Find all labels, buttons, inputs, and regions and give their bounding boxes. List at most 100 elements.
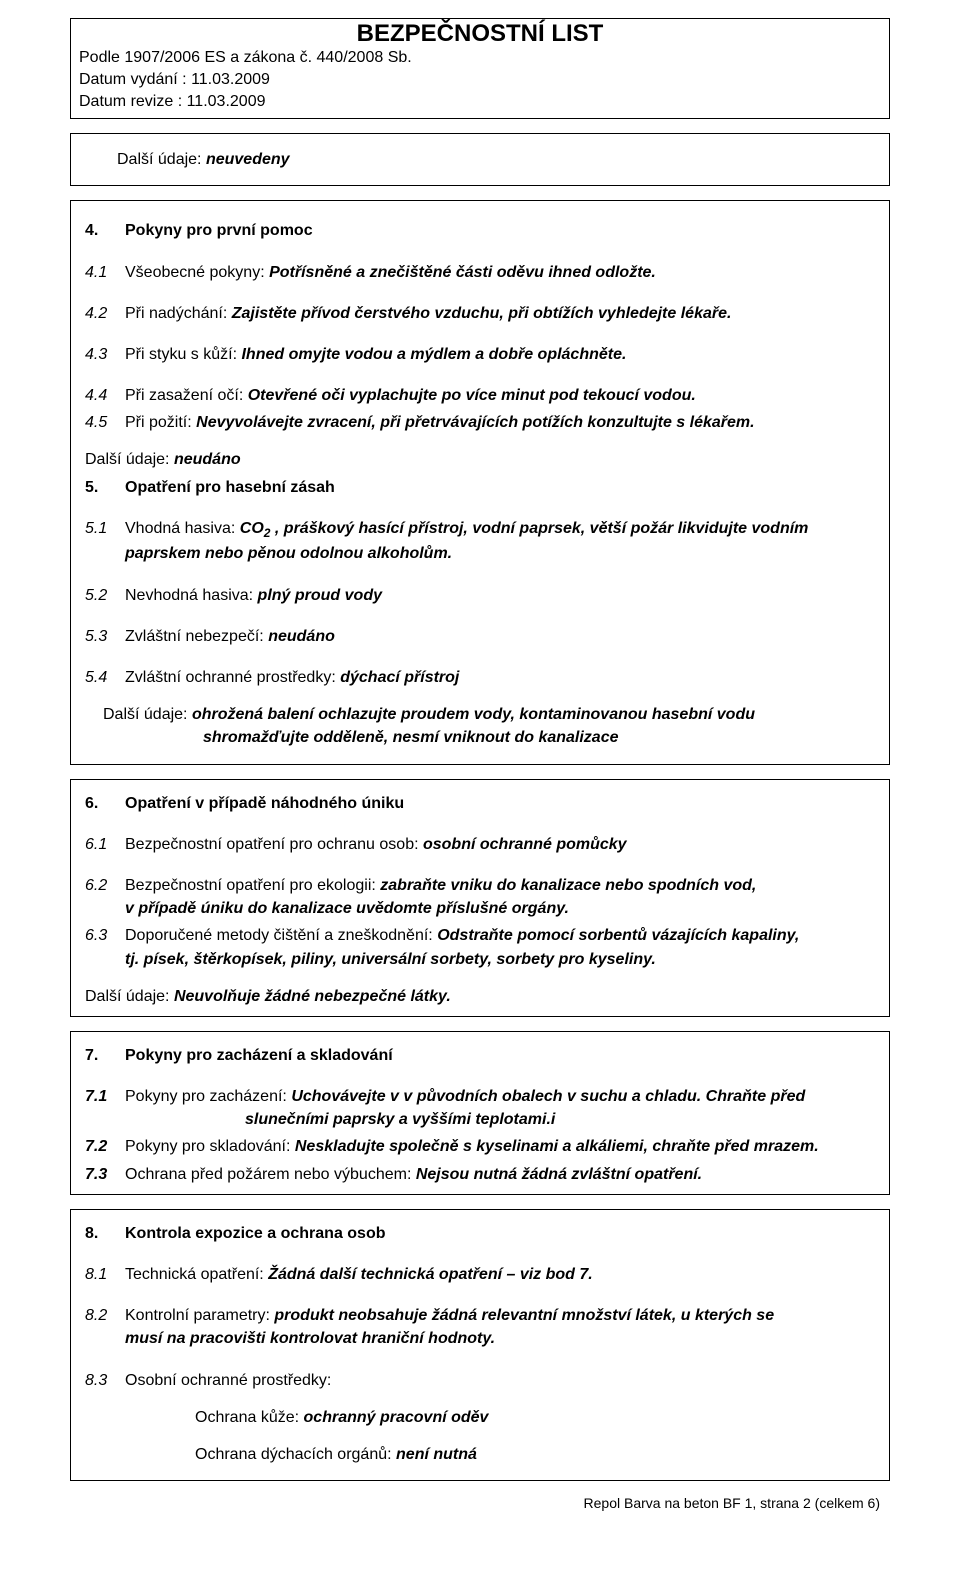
section-5-more-value-b: shromažďujte odděleně, nesmí vniknout do… [103, 726, 619, 749]
item-8-2-num: 8.2 [85, 1304, 125, 1327]
section-8-title: Kontrola expozice a ochrana osob [125, 1222, 875, 1245]
item-8-3-label: Osobní ochranné prostředky: [125, 1372, 331, 1389]
item-5-4-num: 5.4 [85, 666, 125, 689]
item-4-4-value: Otevřené oči vyplachujte po více minut p… [248, 387, 696, 404]
section-4-more-label: Další údaje: [85, 451, 170, 468]
revision-date-value: 11.03.2009 [187, 93, 266, 110]
item-4-4-num: 4.4 [85, 384, 125, 407]
item-5-2-value: plný proud vody [258, 587, 382, 604]
item-4-5: 4.5 Při požití: Nevyvolávejte zvracení, … [85, 411, 875, 434]
item-4-1: 4.1 Všeobecné pokyny: Potřísněné a zneči… [85, 261, 875, 284]
item-8-resp-value: není nutná [396, 1446, 477, 1463]
item-7-3: 7.3 Ochrana před požárem nebo výbuchem: … [85, 1163, 875, 1186]
item-8-skin-label: Ochrana kůže: [195, 1409, 299, 1426]
item-6-1-num: 6.1 [85, 833, 125, 856]
section-8-num: 8. [85, 1222, 125, 1245]
section-4-title: Pokyny pro první pomoc [125, 219, 875, 242]
item-4-1-text: Všeobecné pokyny: Potřísněné a znečištěn… [125, 261, 875, 284]
item-7-2-num: 7.2 [85, 1135, 125, 1158]
item-6-2: 6.2 Bezpečnostní opatření pro ekologii: … [85, 874, 875, 920]
item-4-5-value: Nevyvolávejte zvracení, při přetrvávajíc… [196, 414, 754, 431]
item-7-1: 7.1 Pokyny pro zacházení: Uchovávejte v … [85, 1085, 875, 1131]
item-8-3: 8.3 Osobní ochranné prostředky: [85, 1369, 875, 1392]
item-5-2: 5.2 Nevhodná hasiva: plný proud vody [85, 584, 875, 607]
item-5-4-value: dýchací přístroj [340, 669, 459, 686]
section-6-more-label: Další údaje: [85, 988, 170, 1005]
item-7-1-label: Pokyny pro zacházení: [125, 1088, 287, 1105]
item-5-2-text: Nevhodná hasiva: plný proud vody [125, 584, 875, 607]
item-6-3-label: Doporučené metody čištění a zneškodnění: [125, 927, 433, 944]
item-7-1-num: 7.1 [85, 1085, 125, 1108]
item-8-3-text: Osobní ochranné prostředky: [125, 1369, 875, 1392]
item-5-4: 5.4 Zvláštní ochranné prostředky: dýchac… [85, 666, 875, 689]
item-5-1-text: Vhodná hasiva: CO2 , práškový hasící pří… [125, 517, 875, 566]
item-4-2: 4.2 Při nadýchání: Zajistěte přívod čers… [85, 302, 875, 325]
other-info-value: neuvedeny [206, 151, 290, 168]
item-4-5-label: Při požití: [125, 414, 192, 431]
item-8-2-text: Kontrolní parametry: produkt neobsahuje … [125, 1304, 875, 1327]
document-header: BEZPEČNOSTNÍ LIST Podle 1907/2006 ES a z… [70, 18, 890, 119]
item-4-2-num: 4.2 [85, 302, 125, 325]
item-5-4-text: Zvláštní ochranné prostředky: dýchací př… [125, 666, 875, 689]
section-5-more-label: Další údaje: [103, 706, 188, 723]
item-6-2-num: 6.2 [85, 874, 125, 897]
item-5-1: 5.1 Vhodná hasiva: CO2 , práškový hasící… [85, 517, 875, 566]
page-footer: Repol Barva na beton BF 1, strana 2 (cel… [70, 1495, 890, 1511]
item-6-1-value: osobní ochranné pomůcky [423, 836, 627, 853]
item-7-1-value-a: Uchovávejte v v původních obalech v such… [291, 1088, 805, 1105]
revision-date-label: Datum revize : [79, 93, 182, 110]
item-8-1-label: Technická opatření: [125, 1266, 264, 1283]
item-4-5-num: 4.5 [85, 411, 125, 434]
item-4-5-text: Při požití: Nevyvolávejte zvracení, při … [125, 411, 875, 434]
document-title: BEZPEČNOSTNÍ LIST [79, 21, 881, 47]
other-info-row: Další údaje: neuvedeny [85, 148, 875, 171]
item-8-1-text: Technická opatření: Žádná další technick… [125, 1263, 875, 1286]
item-4-3-num: 4.3 [85, 343, 125, 366]
item-5-3-value: neudáno [268, 628, 335, 645]
item-8-resp: Ochrana dýchacích orgánů: není nutná [85, 1443, 875, 1466]
item-6-1: 6.1 Bezpečnostní opatření pro ochranu os… [85, 833, 875, 856]
box-other-info-top: Další údaje: neuvedeny [70, 133, 890, 186]
section-6-more: Další údaje: Neuvolňuje žádné nebezpečné… [85, 985, 875, 1008]
other-info-label: Další údaje: [117, 151, 202, 168]
item-5-1-label: Vhodná hasiva: [125, 520, 235, 537]
item-4-3-label: Při styku s kůží: [125, 346, 237, 363]
section-7-heading: 7. Pokyny pro zacházení a skladování [85, 1044, 875, 1067]
item-7-3-text: Ochrana před požárem nebo výbuchem: Nejs… [125, 1163, 875, 1186]
section-5-more-value-a: ohrožená balení ochlazujte proudem vody,… [192, 706, 755, 723]
header-issue-date: Datum vydání : 11.03.2009 [79, 69, 881, 91]
section-7-title: Pokyny pro zacházení a skladování [125, 1044, 875, 1067]
section-6-num: 6. [85, 792, 125, 815]
item-8-3-num: 8.3 [85, 1369, 125, 1392]
item-8-2-value-a: produkt neobsahuje žádná relevantní množ… [274, 1307, 774, 1324]
item-4-2-text: Při nadýchání: Zajistěte přívod čerstvéh… [125, 302, 875, 325]
item-5-1-num: 5.1 [85, 517, 125, 540]
section-6-more-value: Neuvolňuje žádné nebezpečné látky. [174, 988, 451, 1005]
header-revision-date: Datum revize : 11.03.2009 [79, 91, 881, 113]
item-4-3: 4.3 Při styku s kůží: Ihned omyjte vodou… [85, 343, 875, 366]
issue-date-label: Datum vydání : [79, 71, 187, 88]
item-8-skin-value: ochranný pracovní oděv [304, 1409, 489, 1426]
section-5-heading: 5. Opatření pro hasební zásah [85, 476, 875, 499]
item-8-1-value: Žádná další technická opatření – viz bod… [268, 1266, 593, 1283]
item-6-1-text: Bezpečnostní opatření pro ochranu osob: … [125, 833, 875, 856]
item-6-3-value-a: Odstraňte pomocí sorbentů vázajících kap… [437, 927, 799, 944]
item-7-2-text: Pokyny pro skladování: Neskladujte spole… [125, 1135, 875, 1158]
item-8-2: 8.2 Kontrolní parametry: produkt neobsah… [85, 1304, 875, 1327]
section-4-more: Další údaje: neudáno [85, 448, 875, 471]
item-4-4: 4.4 Při zasažení očí: Otevřené oči vypla… [85, 384, 875, 407]
section-8-heading: 8. Kontrola expozice a ochrana osob [85, 1222, 875, 1245]
item-7-3-value: Nejsou nutná žádná zvláštní opatření. [416, 1166, 702, 1183]
section-5-num: 5. [85, 476, 125, 499]
section-5-title: Opatření pro hasební zásah [125, 476, 875, 499]
box-section-8: 8. Kontrola expozice a ochrana osob 8.1 … [70, 1209, 890, 1481]
item-7-3-label: Ochrana před požárem nebo výbuchem: [125, 1166, 411, 1183]
item-8-1-num: 8.1 [85, 1263, 125, 1286]
item-6-1-label: Bezpečnostní opatření pro ochranu osob: [125, 836, 419, 853]
item-4-1-label: Všeobecné pokyny: [125, 264, 265, 281]
item-4-1-num: 4.1 [85, 261, 125, 284]
item-5-2-num: 5.2 [85, 584, 125, 607]
section-6-heading: 6. Opatření v případě náhodného úniku [85, 792, 875, 815]
item-7-2-label: Pokyny pro skladování: [125, 1138, 290, 1155]
item-6-2-value-b: v případě úniku do kanalizace uvědomte p… [125, 900, 569, 917]
